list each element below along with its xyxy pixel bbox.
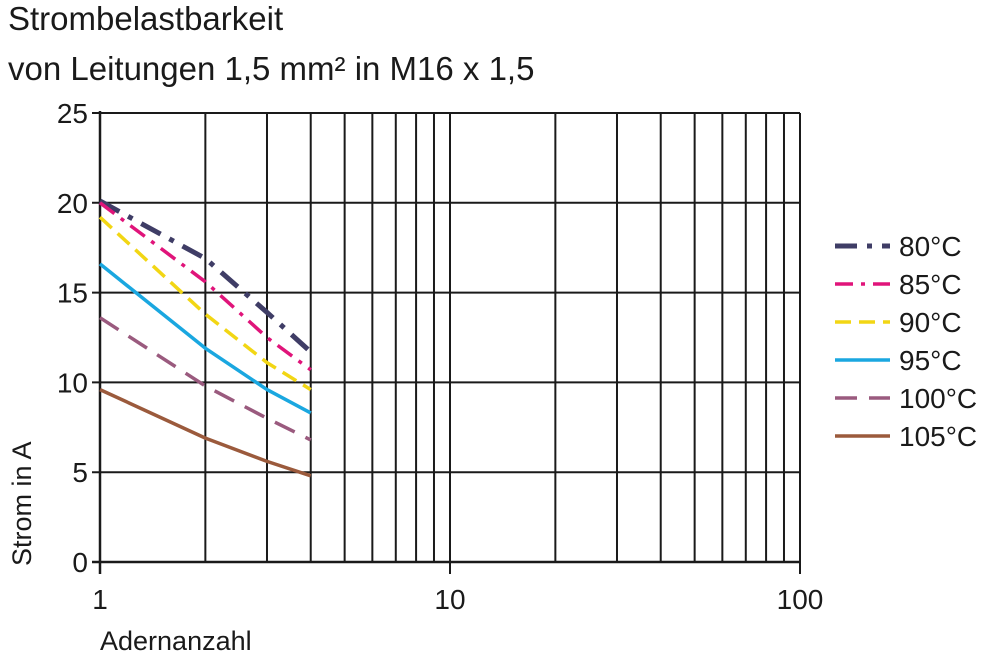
x-tick-label: 100 — [777, 584, 824, 615]
legend: 80°C 85°C 90°C 95°C 100°C 105°C — [835, 231, 977, 452]
series-line — [98, 201, 312, 372]
legend-label: 85°C — [899, 269, 962, 300]
axes — [92, 111, 801, 574]
series-line — [98, 198, 313, 354]
y-tick-label: 5 — [72, 457, 88, 488]
y-tick-label: 0 — [72, 547, 88, 578]
tick-labels: 0 5 10 15 20 25 1 10 100 — [57, 98, 824, 615]
legend-label: 90°C — [899, 307, 962, 338]
series-line — [99, 388, 312, 478]
legend-label: 100°C — [899, 383, 977, 414]
legend-label: 80°C — [899, 231, 962, 262]
plot-lines — [98, 198, 313, 478]
grid-lines — [92, 112, 801, 562]
chart-subtitle: von Leitungen 1,5 mm² in M16 x 1,5 — [8, 50, 535, 87]
chart-title: Strombelastbarkeit — [8, 0, 284, 37]
y-tick-label: 10 — [57, 367, 88, 398]
y-tick-label: 15 — [57, 278, 88, 309]
legend-label: 95°C — [899, 345, 962, 376]
series-line — [98, 262, 312, 415]
y-tick-label: 25 — [57, 98, 88, 129]
x-tick-label: 10 — [434, 584, 465, 615]
x-tick-label: 1 — [92, 584, 108, 615]
series-line — [99, 316, 312, 442]
y-tick-label: 20 — [57, 188, 88, 219]
series-line — [98, 215, 312, 392]
x-axis-label: Adernanzahl — [100, 626, 252, 656]
legend-label: 105°C — [899, 421, 977, 452]
y-axis-label: Strom in A — [7, 441, 37, 566]
